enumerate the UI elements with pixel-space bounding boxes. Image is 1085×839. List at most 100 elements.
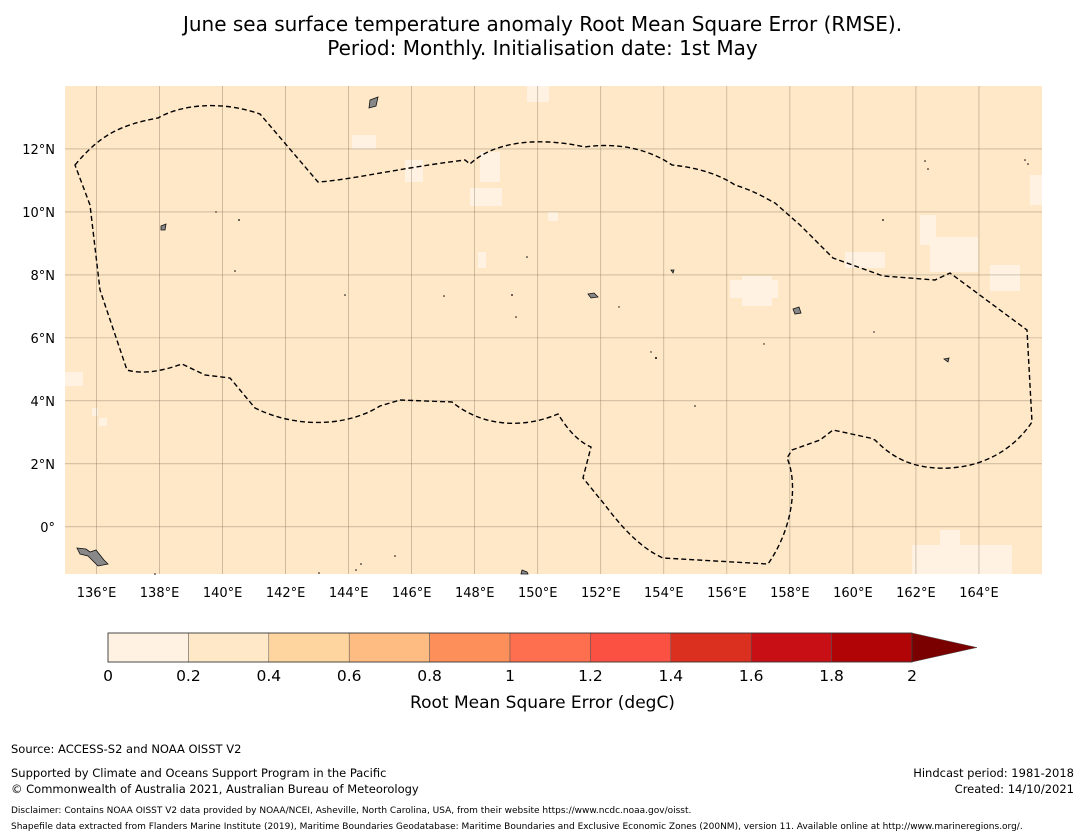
lon-tick-label: 156°E: [707, 586, 747, 601]
lon-tick-label: 142°E: [266, 586, 306, 601]
lon-tick-label: 164°E: [959, 586, 999, 601]
eez-boundary: [74, 104, 1033, 565]
shapefile-credit-text: Shapefile data extracted from Flanders M…: [11, 822, 1023, 832]
lon-tick-label: 146°E: [392, 586, 432, 601]
low-rmse-patch: [990, 265, 1020, 291]
low-rmse-patch: [912, 545, 1012, 574]
atoll: [882, 219, 884, 221]
atoll: [924, 160, 926, 162]
low-rmse-patch: [548, 212, 558, 221]
colorbar-tick-label: 0.8: [417, 667, 442, 685]
colorbar-tick-label: 1.2: [578, 667, 603, 685]
colorbar-segment: [590, 632, 672, 663]
island: [368, 96, 379, 109]
atoll: [515, 316, 517, 318]
colorbar-segment: [831, 632, 913, 663]
lat-tick-label: 6°N: [31, 332, 56, 347]
colorbar-label: Root Mean Square Error (degC): [410, 693, 675, 713]
lon-tick-label: 150°E: [518, 586, 558, 601]
atoll: [394, 555, 396, 557]
colorbar-segment: [268, 632, 350, 663]
atoll: [1027, 163, 1029, 165]
lon-tick-label: 138°E: [140, 586, 180, 601]
atoll: [618, 306, 620, 308]
atoll: [694, 405, 696, 407]
colorbar-segment: [348, 632, 430, 663]
atoll: [927, 168, 929, 170]
lat-tick-label: 12°N: [22, 143, 55, 158]
island: [587, 292, 599, 299]
low-rmse-patch: [480, 152, 500, 182]
hindcast-text: Hindcast period: 1981-2018: [913, 766, 1074, 780]
atoll: [355, 569, 357, 571]
colorbar-tick-label: 1: [505, 667, 515, 685]
colorbar-segment: [107, 632, 189, 663]
copyright-text: © Commonwealth of Australia 2021, Austra…: [11, 782, 419, 796]
atoll: [318, 572, 320, 574]
colorbar-frame: [107, 632, 913, 663]
low-rmse-patch: [405, 160, 423, 182]
low-rmse-patch: [99, 418, 107, 426]
lat-tick-label: 10°N: [22, 206, 55, 221]
colorbar-tick-label: 0.6: [336, 667, 362, 685]
lon-tick-label: 160°E: [833, 586, 873, 601]
gridlines: [65, 86, 1042, 574]
disclaimer-text: Disclaimer: Contains NOAA OISST V2 data …: [11, 806, 692, 816]
island: [670, 269, 675, 274]
island: [520, 569, 529, 575]
atolls: [154, 159, 1029, 575]
colorbar-extend-arrow: [911, 632, 978, 663]
island: [160, 223, 167, 231]
atoll: [154, 573, 156, 575]
colorbar-tick-label: 0.4: [256, 667, 282, 685]
colorbar-segment: [188, 632, 270, 663]
colorbar-segment: [509, 632, 591, 663]
low-rmse-patch: [352, 135, 376, 149]
atoll: [215, 211, 217, 213]
lon-tick-label: 140°E: [203, 586, 243, 601]
chart-title-line1: June sea surface temperature anomaly Roo…: [182, 12, 903, 36]
source-text: Source: ACCESS-S2 and NOAA OISST V2: [11, 742, 242, 756]
chart-title-line2: Period: Monthly. Initialisation date: 1s…: [327, 36, 758, 60]
atoll: [238, 219, 240, 221]
lat-tick-label: 8°N: [31, 269, 56, 284]
lon-tick-label: 162°E: [896, 586, 936, 601]
lon-tick-label: 152°E: [581, 586, 621, 601]
lon-tick-label: 154°E: [644, 586, 684, 601]
low-rmse-patch: [92, 408, 98, 416]
lat-tick-label: 4°N: [31, 395, 56, 410]
island: [76, 547, 109, 567]
colorbar-segment: [750, 632, 832, 663]
atoll: [873, 331, 875, 333]
atoll: [526, 256, 528, 258]
islands: [76, 96, 950, 575]
atoll: [234, 270, 236, 272]
colorbar-tick-label: 1.6: [738, 667, 764, 685]
atoll: [344, 294, 346, 296]
low-rmse-patch: [742, 276, 772, 306]
colorbar: [107, 632, 978, 663]
colorbar-segment: [670, 632, 752, 663]
lat-tick-label: 0°: [40, 521, 55, 536]
atoll: [763, 343, 765, 345]
lon-tick-label: 148°E: [455, 586, 495, 601]
lon-tick-label: 136°E: [77, 586, 117, 601]
lon-tick-label: 144°E: [329, 586, 369, 601]
low-rmse-patch: [930, 237, 978, 272]
colorbar-tick-label: 0: [103, 667, 113, 685]
atoll: [511, 294, 513, 296]
atoll: [1024, 159, 1026, 161]
low-rmse-patch: [1030, 175, 1042, 205]
atoll: [443, 295, 445, 297]
low-rmse-patch: [845, 252, 885, 268]
low-rmse-patch: [65, 372, 83, 386]
island: [792, 306, 802, 315]
atoll: [650, 351, 652, 353]
colorbar-tick-label: 0.2: [176, 667, 201, 685]
lon-tick-label: 158°E: [770, 586, 810, 601]
longitude-axis: 136°E 138°E 140°E 142°E 144°E 146°E 148°E 150°E…: [77, 586, 999, 601]
colorbar-tick-label: 1.4: [658, 667, 684, 685]
created-text: Created: 14/10/2021: [954, 782, 1074, 796]
colorbar-tick-label: 2: [907, 667, 917, 685]
